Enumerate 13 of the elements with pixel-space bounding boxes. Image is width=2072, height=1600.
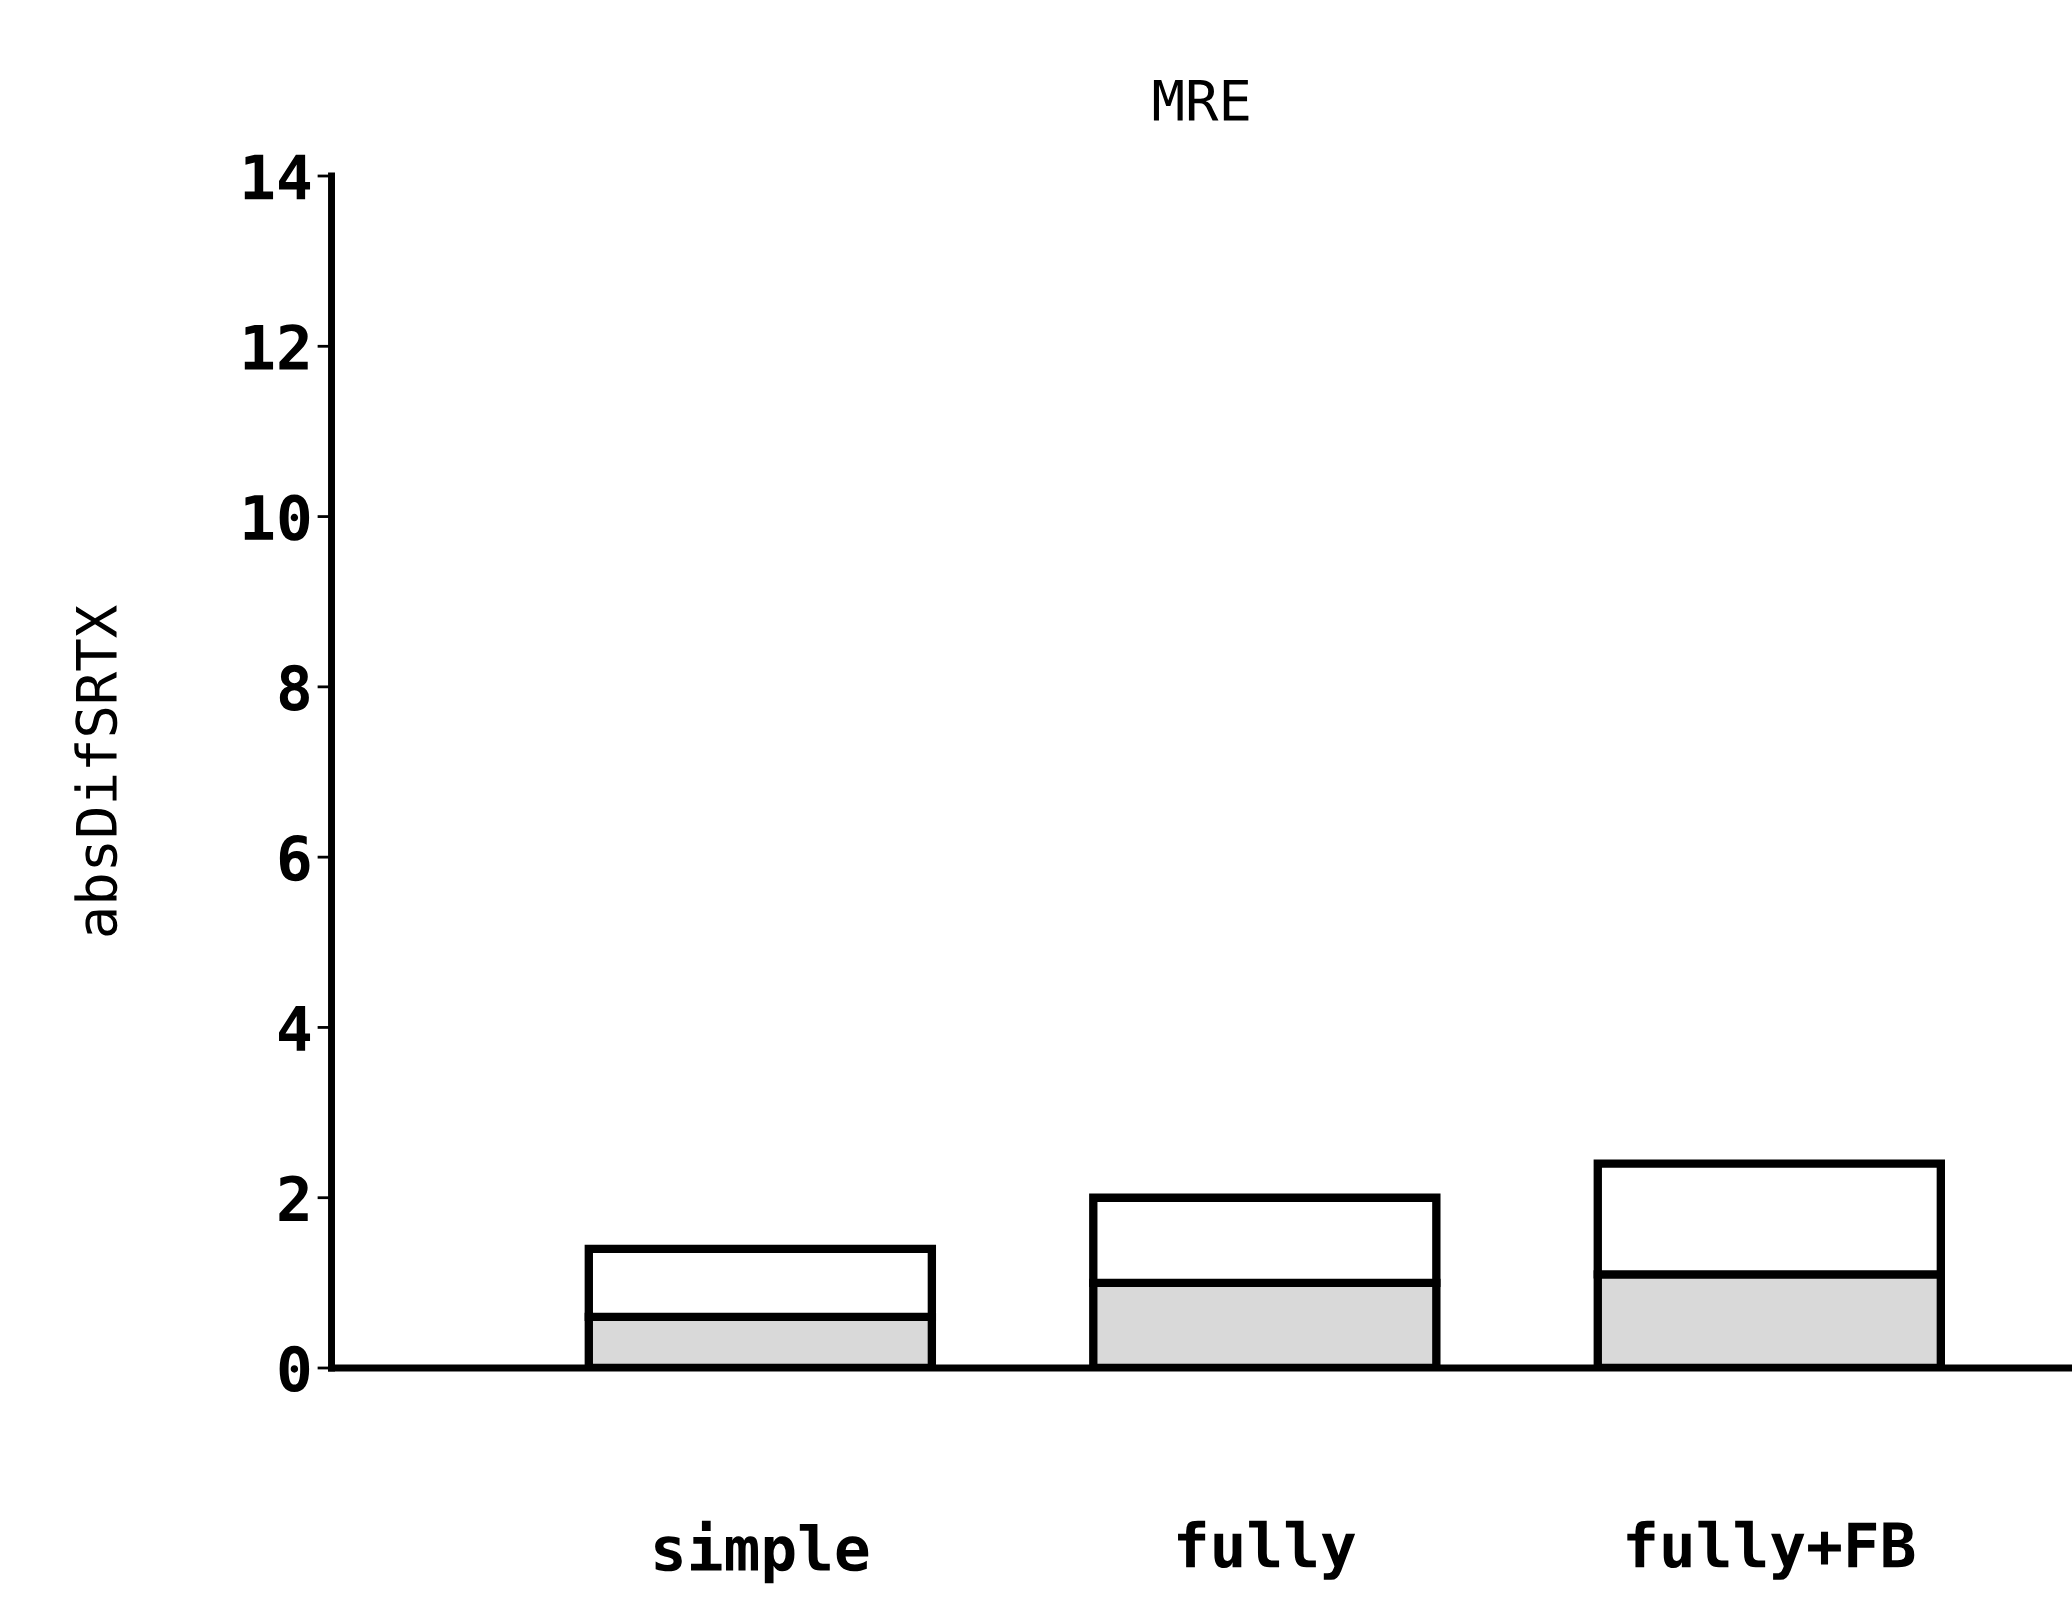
y-tick-label: 6 bbox=[279, 835, 310, 882]
y-tick-label: 12 bbox=[244, 324, 308, 370]
x-tick-label: fully bbox=[1178, 1520, 1356, 1580]
y-tick-label: 4 bbox=[279, 1006, 311, 1051]
y-tick-label: 0 bbox=[279, 1345, 310, 1393]
y-axis-title: absDifSRTX bbox=[74, 605, 118, 936]
x-tick-label: fully+FB bbox=[1627, 1520, 1915, 1580]
y-tick-label: 14 bbox=[244, 154, 311, 200]
x-tick-label: simple bbox=[655, 1520, 869, 1584]
chart-title: MRE bbox=[1153, 79, 1249, 121]
y-tick-label: 2 bbox=[279, 1175, 308, 1221]
y-tick-label: 8 bbox=[279, 664, 309, 711]
y-tick-label: 10 bbox=[244, 494, 310, 541]
